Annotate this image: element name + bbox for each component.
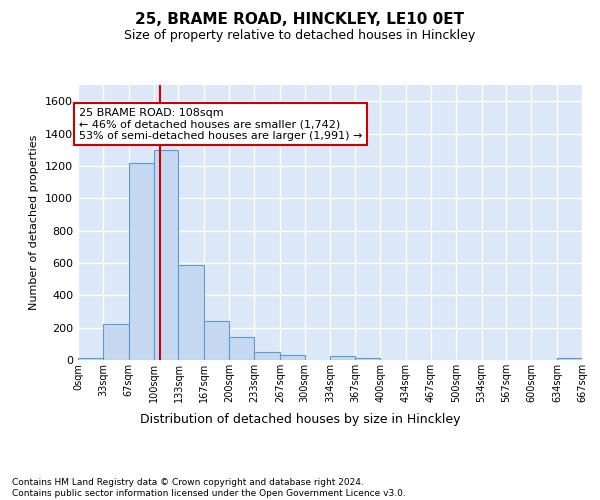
Text: Distribution of detached houses by size in Hinckley: Distribution of detached houses by size … [140,412,460,426]
Bar [254,352,280,360]
Text: 25, BRAME ROAD, HINCKLEY, LE10 0ET: 25, BRAME ROAD, HINCKLEY, LE10 0ET [136,12,464,28]
Bar [178,264,204,360]
Bar [154,150,178,360]
Bar [280,355,305,360]
Bar [78,358,103,360]
Bar [557,358,582,360]
Text: 25 BRAME ROAD: 108sqm
← 46% of detached houses are smaller (1,742)
53% of semi-d: 25 BRAME ROAD: 108sqm ← 46% of detached … [79,108,362,141]
Bar [128,162,154,360]
Text: Contains HM Land Registry data © Crown copyright and database right 2024.
Contai: Contains HM Land Registry data © Crown c… [12,478,406,498]
Bar [103,324,128,360]
Bar [229,338,254,360]
Y-axis label: Number of detached properties: Number of detached properties [29,135,40,310]
Bar [355,358,380,360]
Text: Size of property relative to detached houses in Hinckley: Size of property relative to detached ho… [124,29,476,42]
Bar [331,356,355,360]
Bar [204,321,229,360]
